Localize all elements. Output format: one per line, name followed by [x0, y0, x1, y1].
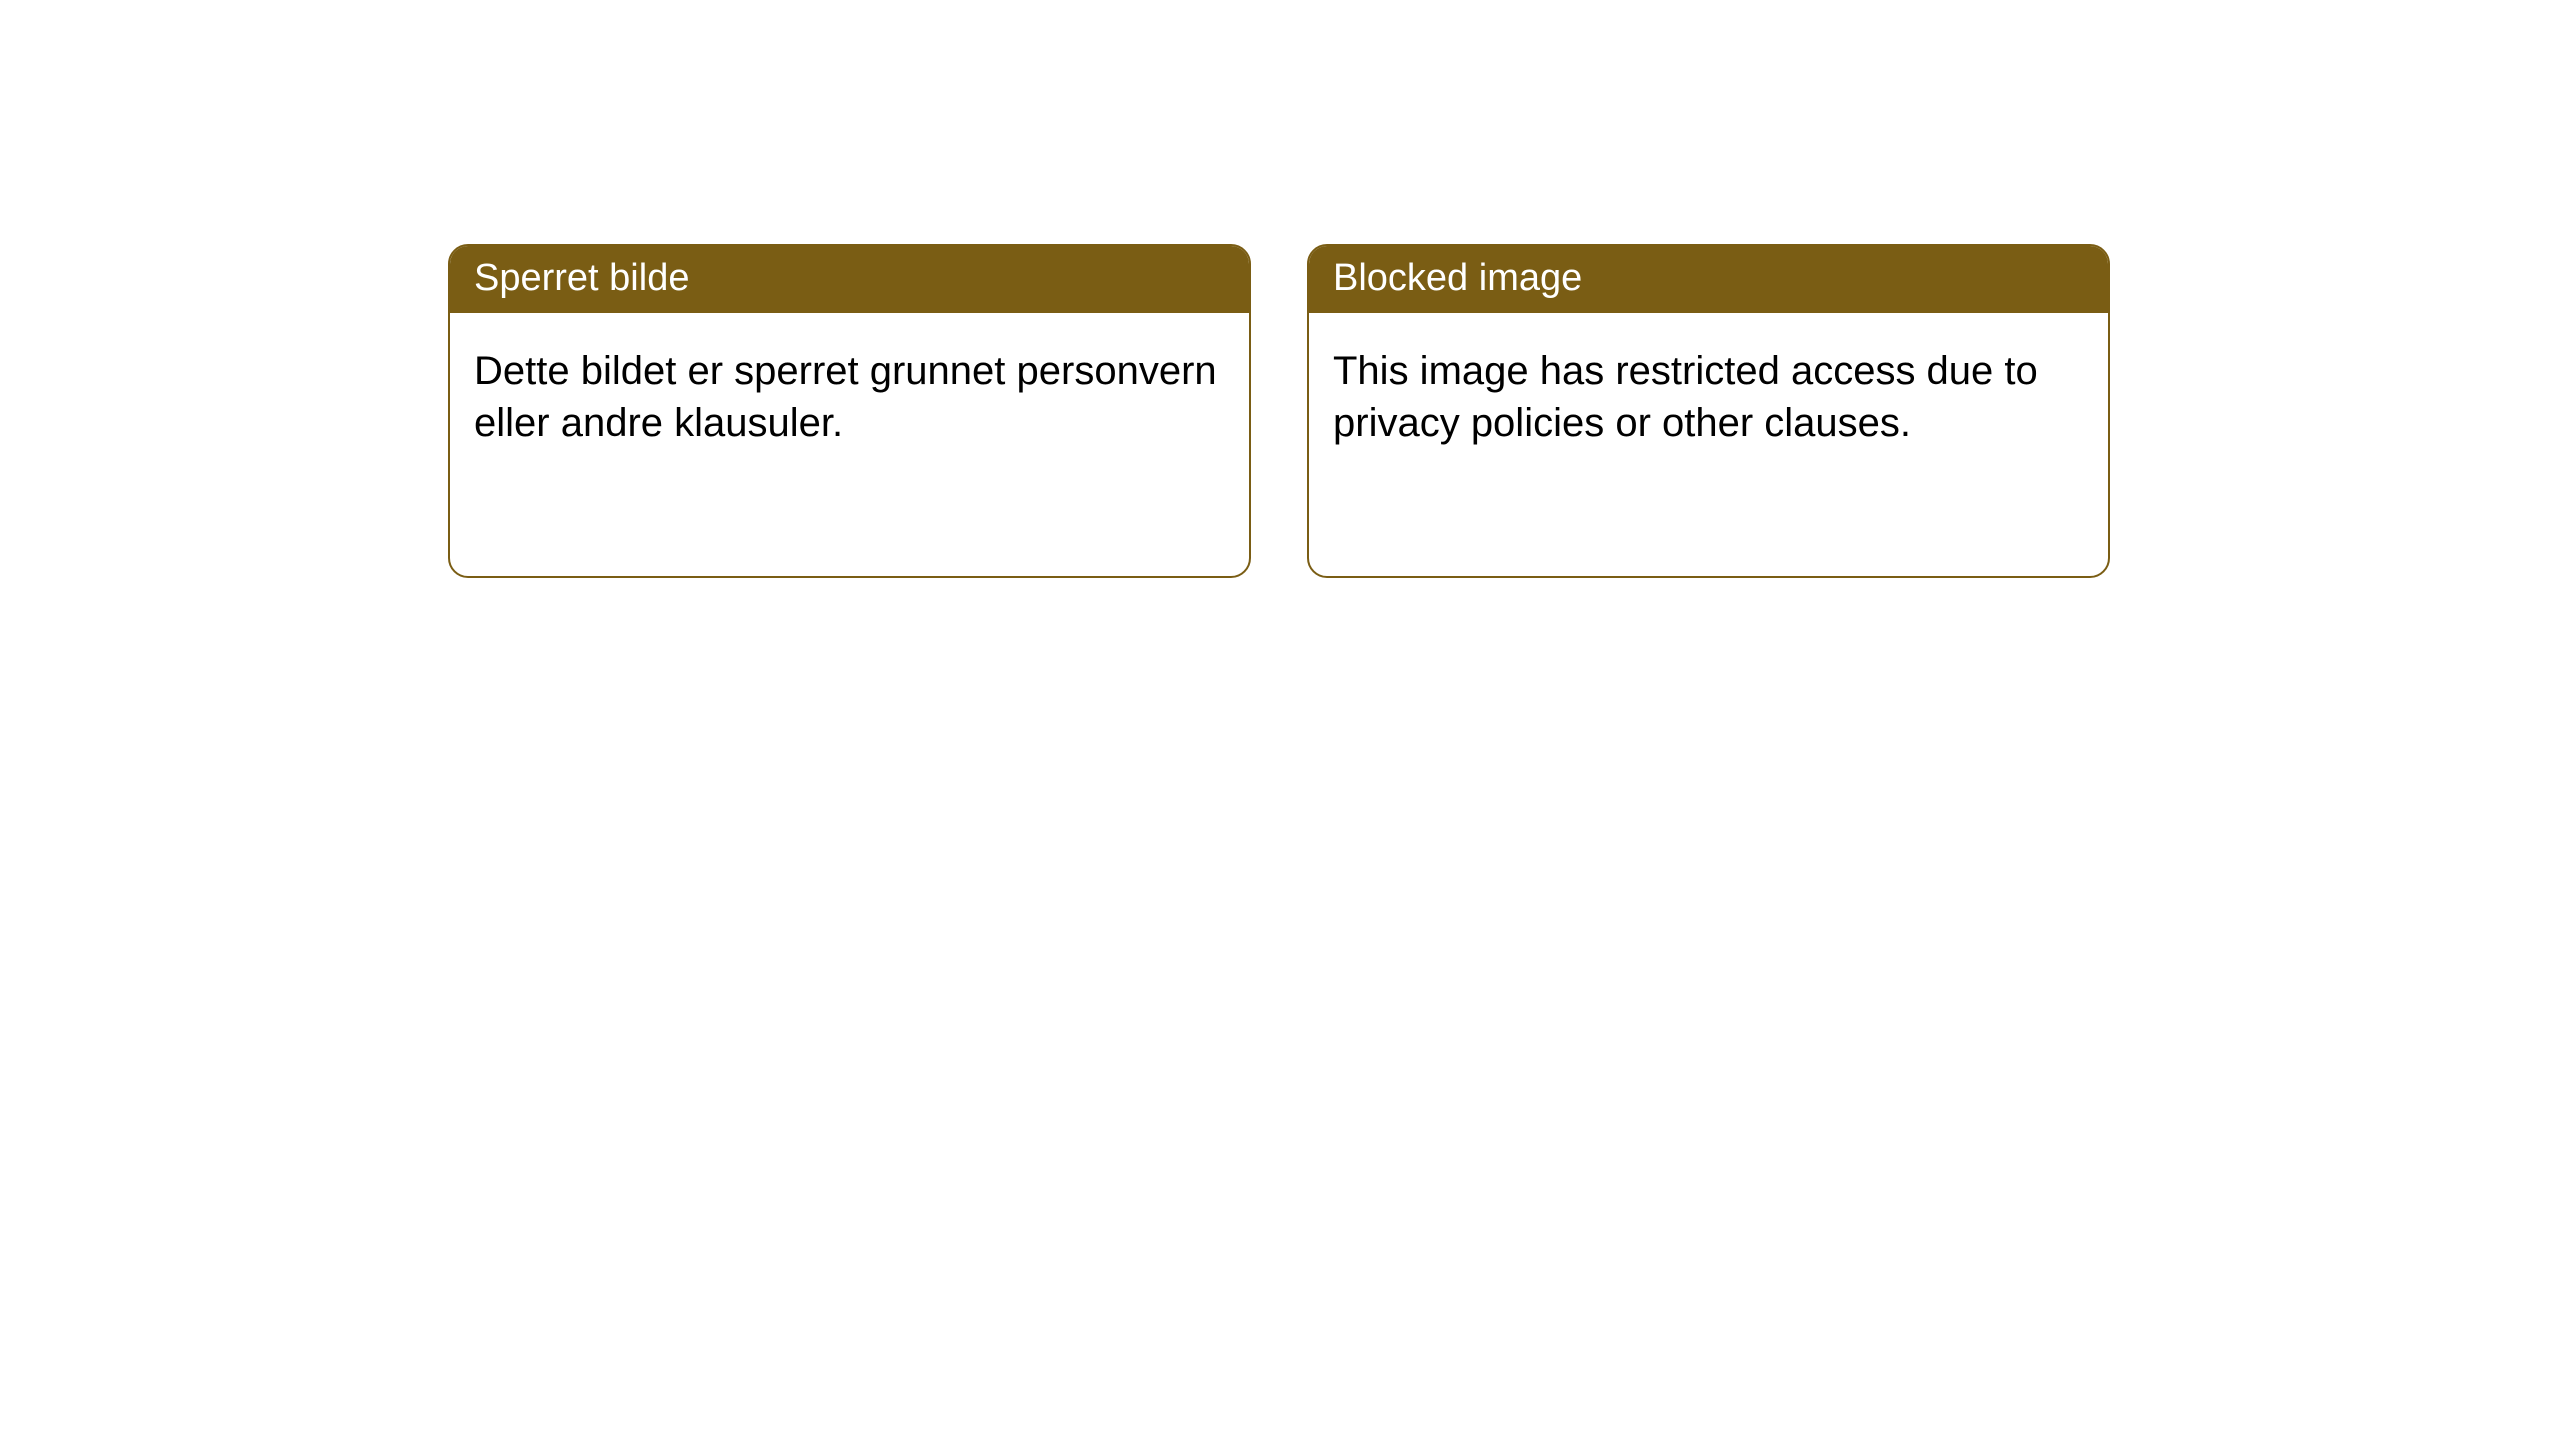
card-title-english: Blocked image [1333, 257, 1582, 299]
card-header-english: Blocked image [1309, 246, 2108, 313]
blocked-image-card-norwegian: Sperret bilde Dette bildet er sperret gr… [448, 244, 1251, 578]
card-message-english: This image has restricted access due to … [1333, 349, 2038, 445]
card-message-norwegian: Dette bildet er sperret grunnet personve… [474, 349, 1217, 445]
card-body-english: This image has restricted access due to … [1309, 313, 2108, 473]
blocked-image-card-english: Blocked image This image has restricted … [1307, 244, 2110, 578]
card-body-norwegian: Dette bildet er sperret grunnet personve… [450, 313, 1249, 473]
card-header-norwegian: Sperret bilde [450, 246, 1249, 313]
card-title-norwegian: Sperret bilde [474, 257, 689, 299]
notice-container: Sperret bilde Dette bildet er sperret gr… [0, 0, 2560, 578]
